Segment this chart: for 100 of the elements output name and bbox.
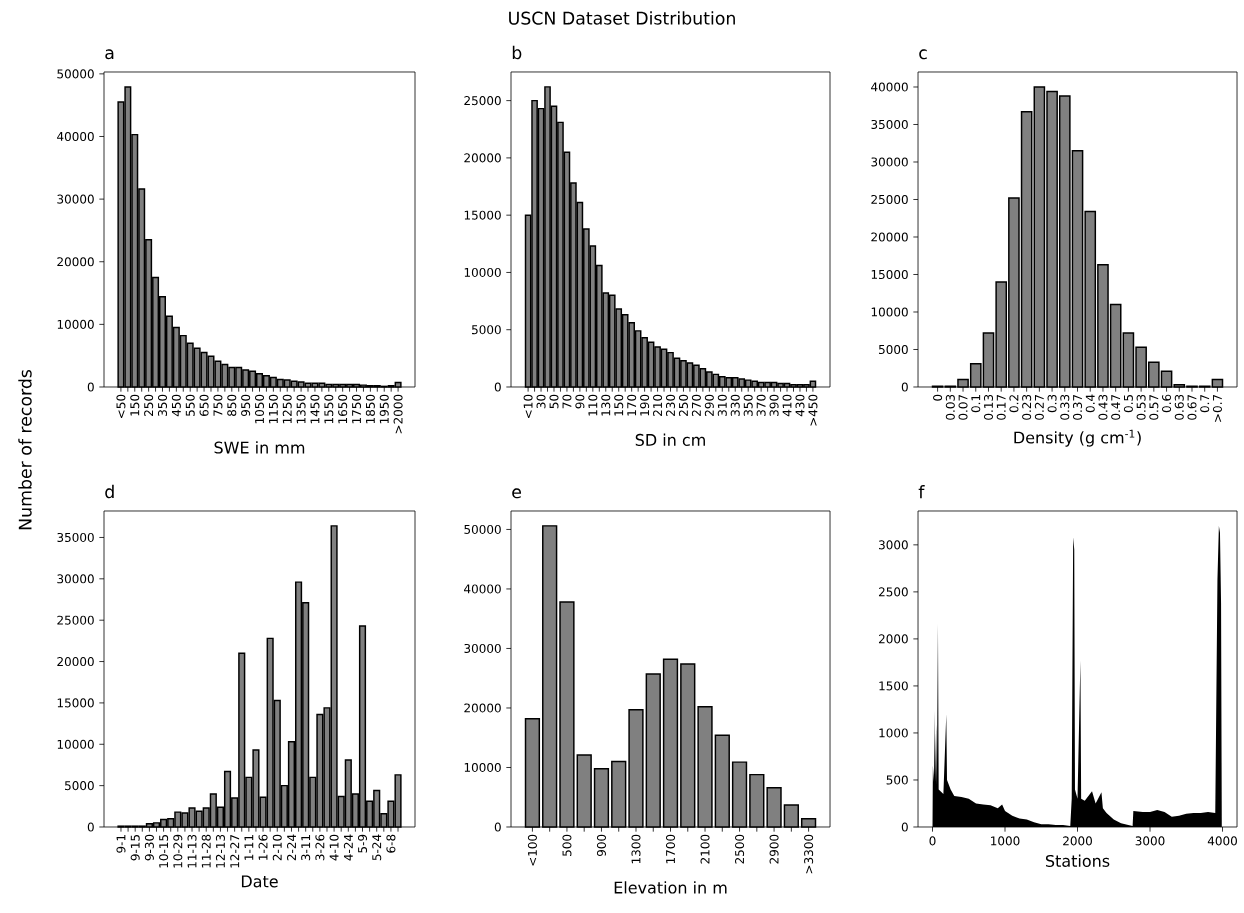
x-tick-label: 150 [130, 394, 140, 416]
y-tick-label: 0 [901, 382, 908, 392]
x-tick-label: 210 [653, 394, 663, 416]
x-tick-label: 1950 [379, 394, 389, 424]
y-tick-label: 10000 [464, 762, 501, 773]
y-tick-label: 1500 [879, 681, 908, 691]
x-tick-label: 1150 [268, 394, 278, 424]
x-tick-label: 30 [536, 394, 546, 409]
x-tick-label: 310 [717, 394, 727, 416]
x-tick-label: 1750 [351, 394, 362, 424]
x-tick-label: 0.63 [1174, 394, 1184, 420]
x-tick-label: 0.7 [1200, 394, 1210, 413]
chart-title: a [105, 49, 114, 60]
y-tick-label: 0 [494, 382, 501, 392]
x-tick-label: 1850 [365, 394, 375, 424]
x-tick-label: 900 [596, 834, 606, 857]
x-tick-label: 370 [756, 394, 766, 416]
chart-title: b [512, 45, 522, 60]
y-tick-label: 30000 [464, 643, 501, 653]
x-tick-label: 3000 [1135, 836, 1165, 846]
x-tick-label: 650 [199, 394, 209, 416]
y-tick-label: 40000 [57, 131, 94, 142]
y-tick-label: 10000 [57, 739, 94, 749]
x-tick-label: 2-24 [287, 834, 296, 861]
x-tick-label: 0.1 [971, 395, 981, 413]
x-tick-label: 0.37 [1072, 394, 1083, 420]
text: USCN Dataset Distribution [509, 11, 735, 25]
x-tick-label: 2900 [769, 834, 779, 864]
y-tick-label: 3000 [879, 540, 908, 550]
y-tick-label: 15000 [871, 269, 908, 280]
x-tick-label: 0 [933, 394, 943, 401]
y-tick-label: 35000 [871, 119, 908, 130]
x-tick-label: 4000 [1207, 836, 1237, 846]
x-tick-label: 9-15 [130, 834, 140, 861]
chart-title: d [105, 484, 114, 499]
x-tick-label: 9-30 [144, 834, 154, 861]
x-tick-label: 330 [730, 394, 740, 416]
x-tick-label: 9-1 [116, 835, 126, 853]
x-tick-label: 0.6 [1162, 394, 1172, 413]
y-axis-title: Number of records [18, 369, 32, 530]
x-tick-label: 350 [743, 394, 753, 416]
y-tick-label: 5000 [65, 781, 94, 791]
x-tick-label: 0.03 [945, 394, 955, 420]
x-tick-label: >0.7 [1212, 394, 1222, 422]
x-tick-label: 0.47 [1111, 394, 1121, 420]
x-tick-label: 230 [665, 394, 676, 416]
y-tick-label: 2500 [878, 587, 908, 597]
x-tick-label: 5-9 [357, 834, 368, 853]
x-tick-label: 750 [213, 394, 223, 416]
y-tick-label: 50000 [464, 524, 501, 534]
x-axis-title: Elevation in m [614, 881, 727, 894]
y-tick-label: 15000 [464, 210, 501, 220]
x-tick-label: 1300 [631, 834, 641, 864]
x-tick-label: 10-29 [173, 834, 183, 868]
x-tick-label: 2-10 [272, 834, 282, 861]
x-tick-label: 950 [241, 394, 251, 417]
y-tick-label: 10000 [57, 319, 94, 329]
y-tick-label: 1000 [879, 728, 908, 738]
x-tick-label: 0.2 [1009, 395, 1019, 413]
y-tick-label: 20000 [464, 703, 501, 713]
x-tick-label: 410 [782, 394, 792, 417]
x-tick-label: 12-13 [215, 834, 225, 868]
x-axis-title: SD in cm [635, 433, 705, 446]
x-tick-label: 11-28 [201, 834, 211, 868]
x-tick-label: 0.5 [1123, 394, 1133, 413]
x-tick-label: <100 [527, 834, 537, 866]
x-tick-label: 1250 [282, 394, 292, 424]
x-tick-label: 70 [562, 394, 572, 409]
x-tick-label: 110 [588, 394, 598, 416]
x-tick-label: >450 [808, 394, 818, 426]
x-tick-label: 6-8 [386, 834, 396, 853]
y-tick-label: 15000 [57, 698, 94, 708]
x-tick-label: 90 [575, 394, 585, 409]
x-tick-label: 0 [929, 836, 936, 846]
x-tick-label: 290 [704, 394, 714, 416]
x-axis-title: SWE in mm [214, 441, 305, 454]
y-tick-label: 20000 [57, 257, 94, 267]
x-tick-label: <10 [523, 394, 533, 418]
y-tick-label: 0 [87, 382, 94, 392]
chart-title: e [512, 488, 522, 499]
y-tick-label: 0 [87, 822, 94, 832]
x-tick-label: 350 [157, 394, 168, 416]
x-tick-label: 270 [691, 394, 701, 416]
x-tick-label: 0.27 [1034, 394, 1044, 420]
y-tick-label: 20000 [464, 153, 501, 163]
x-tick-label: 1350 [296, 394, 306, 424]
x-tick-label: 390 [769, 394, 779, 416]
x-tick-label: 4-24 [343, 834, 353, 861]
x-tick-label: >2000 [393, 394, 403, 434]
x-tick-label: 0.3 [1047, 394, 1057, 413]
y-tick-label: 25000 [464, 96, 501, 106]
x-tick-label: 0.4 [1085, 394, 1095, 413]
x-tick-label: 0.67 [1187, 394, 1197, 420]
x-tick-label: 10-15 [159, 834, 169, 868]
x-axis-title: Density (g cm$^{-1}$) [1014, 429, 1141, 447]
x-tick-label: 2000 [1063, 836, 1092, 846]
y-tick-label: 20000 [57, 657, 94, 667]
y-tick-label: 30000 [57, 194, 94, 204]
x-tick-label: 0.33 [1060, 394, 1070, 420]
x-tick-label: 550 [185, 394, 195, 416]
